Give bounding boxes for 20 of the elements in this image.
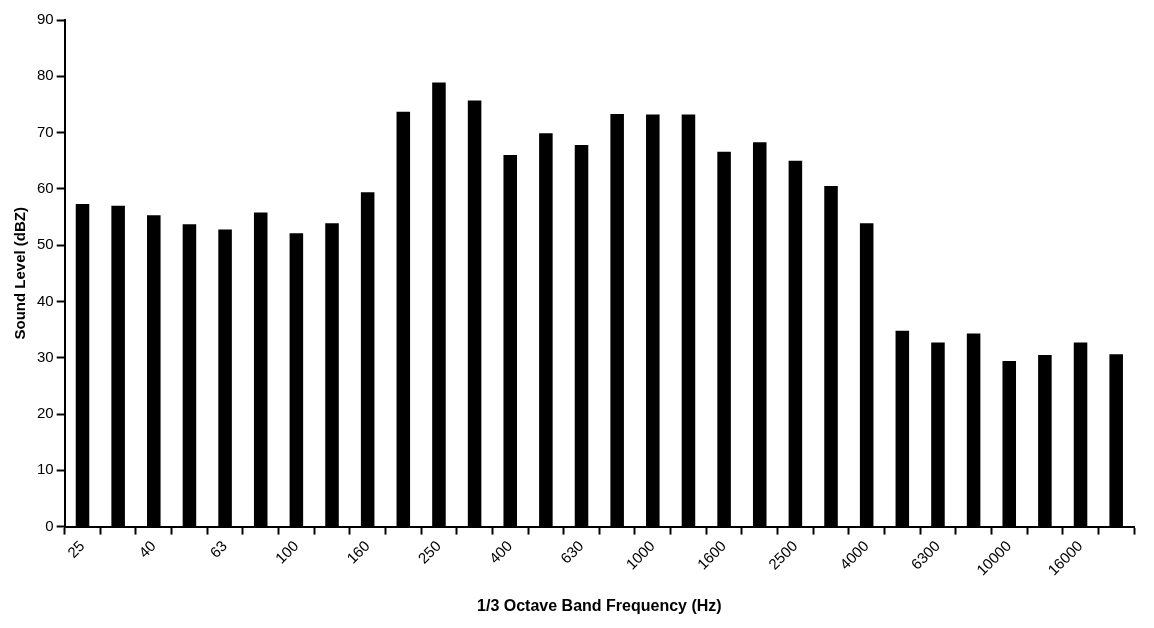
y-tick-label: 60 — [37, 179, 54, 196]
y-tick-label: 10 — [37, 460, 54, 478]
y-tick-label: 40 — [37, 291, 54, 309]
x-tick-label: 400 — [485, 536, 516, 567]
x-tick-label: 630 — [556, 536, 587, 567]
y-axis-title: Sound Level (dBZ) — [11, 207, 29, 340]
y-tick-label: 20 — [37, 404, 54, 422]
x-tick-label: 63 — [206, 536, 231, 561]
y-tick-label: 30 — [37, 347, 54, 365]
y-tick-label: 0 — [45, 516, 54, 534]
x-tick-label: 160 — [342, 536, 373, 567]
x-tick-label: 25 — [63, 536, 88, 561]
y-tick-label: 80 — [37, 66, 54, 84]
x-tick-label: 250 — [414, 536, 444, 567]
x-axis-title: 1/3 Octave Band Frequency (Hz) — [477, 596, 722, 614]
x-tick-label: 40 — [135, 536, 159, 561]
y-tick-label: 50 — [37, 235, 54, 253]
y-tick-label: 90 — [37, 10, 54, 28]
y-tick-label: 70 — [37, 122, 54, 140]
x-tick-label: 100 — [271, 536, 302, 567]
